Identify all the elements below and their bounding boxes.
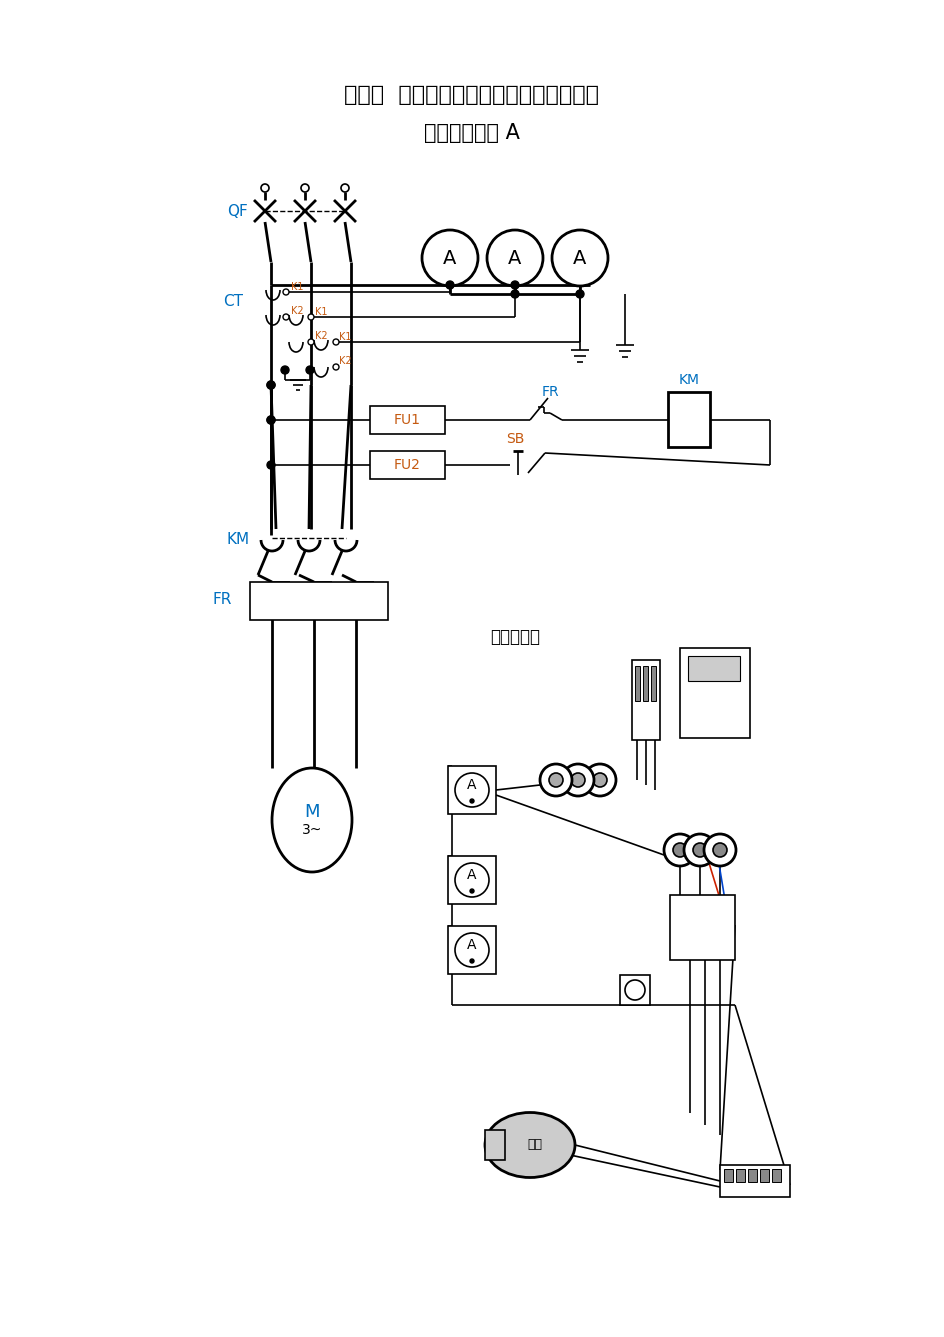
Bar <box>642 666 648 701</box>
Bar <box>719 1165 789 1197</box>
Text: K2: K2 <box>339 356 351 366</box>
Text: M: M <box>304 804 319 821</box>
Text: A: A <box>466 868 476 882</box>
Circle shape <box>332 364 339 370</box>
Bar <box>759 1169 768 1182</box>
Text: A: A <box>508 249 521 267</box>
Text: A: A <box>573 249 586 267</box>
Circle shape <box>267 461 275 469</box>
Circle shape <box>422 230 478 286</box>
Circle shape <box>593 773 606 787</box>
Circle shape <box>454 862 488 897</box>
Circle shape <box>308 340 313 345</box>
Text: 电工安全技术 A: 电工安全技术 A <box>424 123 519 143</box>
Bar <box>680 648 750 738</box>
Bar <box>650 666 655 701</box>
Bar <box>723 1169 733 1182</box>
Circle shape <box>308 314 313 320</box>
Text: K1: K1 <box>339 332 351 342</box>
Bar <box>735 1169 744 1182</box>
Circle shape <box>570 773 584 787</box>
Text: K1: K1 <box>291 282 303 291</box>
Circle shape <box>332 340 339 345</box>
Circle shape <box>548 773 563 787</box>
Bar <box>632 660 659 739</box>
Circle shape <box>672 844 686 857</box>
Text: QF: QF <box>227 203 247 218</box>
Circle shape <box>267 416 275 424</box>
Bar <box>250 582 388 620</box>
Text: FR: FR <box>541 385 558 398</box>
Text: KM: KM <box>227 532 250 547</box>
Text: FU1: FU1 <box>393 413 420 427</box>
Circle shape <box>282 314 289 320</box>
Circle shape <box>267 381 275 389</box>
Text: A: A <box>466 939 476 952</box>
Circle shape <box>624 980 645 1000</box>
Circle shape <box>562 763 594 796</box>
Text: 接线示意图: 接线示意图 <box>490 628 539 646</box>
Circle shape <box>341 185 348 193</box>
Text: A: A <box>443 249 456 267</box>
Circle shape <box>282 289 289 295</box>
Circle shape <box>267 381 275 389</box>
Bar <box>748 1169 756 1182</box>
Ellipse shape <box>484 1112 574 1178</box>
Bar <box>687 656 739 681</box>
Circle shape <box>280 366 289 374</box>
Text: SB: SB <box>505 432 524 447</box>
Text: FR: FR <box>212 592 232 607</box>
Circle shape <box>469 889 474 893</box>
Circle shape <box>469 800 474 804</box>
Bar <box>447 766 496 814</box>
Circle shape <box>683 834 716 866</box>
Circle shape <box>261 185 269 193</box>
Circle shape <box>576 290 583 298</box>
Bar <box>619 975 649 1005</box>
Text: FU2: FU2 <box>393 459 420 472</box>
Text: 3~: 3~ <box>301 824 322 837</box>
Circle shape <box>301 185 309 193</box>
Text: KM: KM <box>678 373 699 386</box>
Circle shape <box>306 366 313 374</box>
Text: K1: K1 <box>314 308 328 317</box>
Circle shape <box>469 959 474 963</box>
Circle shape <box>551 230 607 286</box>
Bar <box>447 856 496 904</box>
Bar <box>447 927 496 973</box>
Circle shape <box>712 844 726 857</box>
Circle shape <box>446 281 453 289</box>
Circle shape <box>511 290 518 298</box>
Circle shape <box>539 763 571 796</box>
Text: CT: CT <box>223 294 243 309</box>
Circle shape <box>703 834 735 866</box>
Bar <box>667 392 709 447</box>
Bar <box>370 451 445 479</box>
Ellipse shape <box>272 767 351 872</box>
Bar <box>669 894 734 960</box>
Circle shape <box>486 230 543 286</box>
Circle shape <box>511 281 518 289</box>
Circle shape <box>454 773 488 808</box>
Text: 电机: 电机 <box>527 1139 542 1151</box>
Bar <box>771 1169 780 1182</box>
Circle shape <box>664 834 696 866</box>
Circle shape <box>692 844 706 857</box>
Text: A: A <box>466 778 476 792</box>
Circle shape <box>454 933 488 967</box>
Bar <box>484 1130 504 1161</box>
Text: K2: K2 <box>314 332 328 341</box>
Circle shape <box>267 416 275 424</box>
Bar <box>634 666 639 701</box>
Text: 模块五  深圳市电工安全技术实训项目汇编: 模块五 深圳市电工安全技术实训项目汇编 <box>345 86 598 106</box>
Circle shape <box>583 763 615 796</box>
Bar <box>370 406 445 435</box>
Text: K2: K2 <box>291 306 303 316</box>
